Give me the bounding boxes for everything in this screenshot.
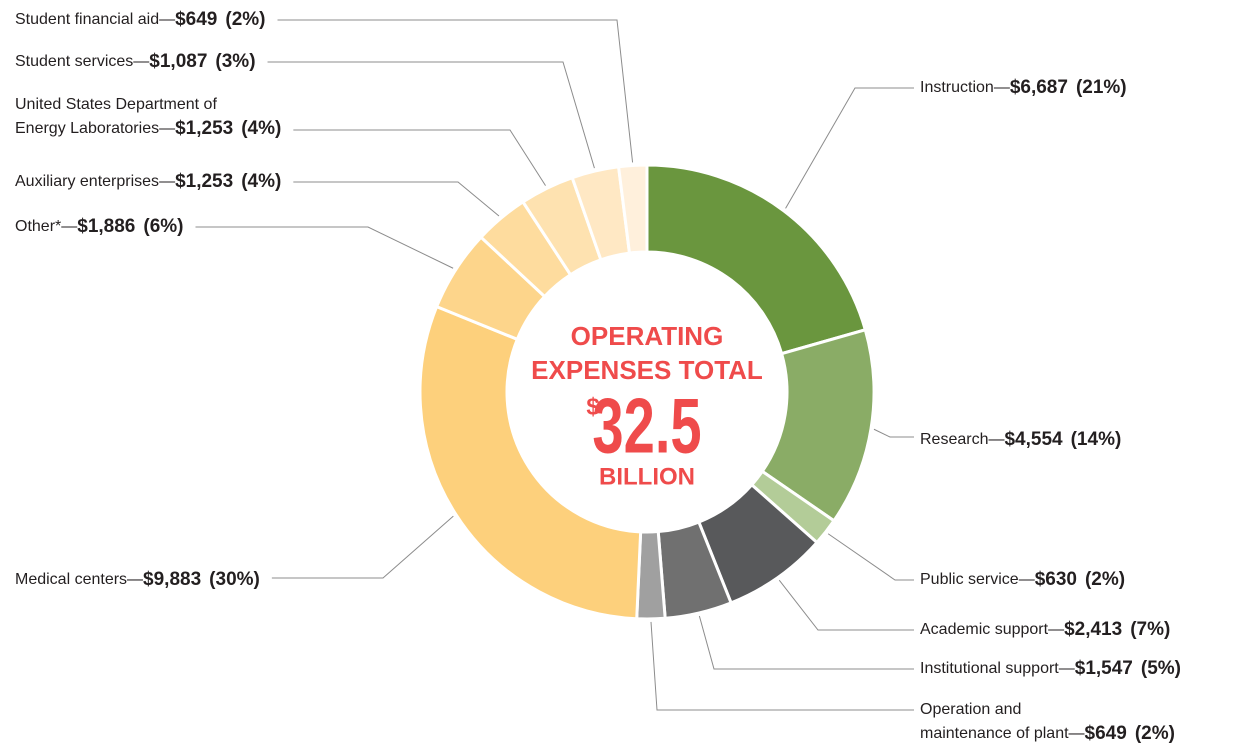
category-name: Other* xyxy=(15,218,61,235)
leader-line xyxy=(785,87,914,209)
percent-label: (2%) xyxy=(225,9,265,30)
donut-segment xyxy=(418,304,643,621)
separator: — xyxy=(1048,621,1064,638)
category-name: Instruction xyxy=(920,79,994,96)
separator: — xyxy=(988,431,1004,448)
category-name: United States Department of Energy Labor… xyxy=(15,96,221,137)
leader-line xyxy=(293,129,546,186)
category-name: Operation and maintenance of plant xyxy=(920,701,1069,742)
segment-label: Student financial aid—$649 (2%) xyxy=(15,9,266,30)
leader-line xyxy=(277,19,634,163)
separator: — xyxy=(61,218,77,235)
separator: — xyxy=(1069,725,1085,742)
donut-segment xyxy=(645,163,868,356)
leader-line xyxy=(827,533,914,581)
center-unit: BILLION xyxy=(599,463,695,490)
leader-line xyxy=(650,621,914,711)
percent-label: (4%) xyxy=(241,171,281,192)
separator: — xyxy=(159,120,175,137)
percent-label: (21%) xyxy=(1076,77,1127,98)
percent-label: (3%) xyxy=(215,51,255,72)
percent-label: (14%) xyxy=(1071,429,1122,450)
separator: — xyxy=(994,79,1010,96)
center-title-line: OPERATING xyxy=(571,321,724,351)
category-name: Institutional support xyxy=(920,660,1059,677)
value-label: $4,554 xyxy=(1004,429,1063,450)
value-label: $1,087 xyxy=(149,51,207,72)
segment-label: United States Department of Energy Labor… xyxy=(15,96,281,139)
percent-label: (4%) xyxy=(241,118,281,139)
center-title-line: EXPENSES TOTAL xyxy=(531,355,763,385)
labels: Instruction—$6,687 (21%)Research—$4,554 (1… xyxy=(15,9,1181,744)
separator: — xyxy=(159,173,175,190)
value-label: $6,687 xyxy=(1010,77,1068,98)
segment-label: Academic support—$2,413 (7%) xyxy=(920,619,1170,640)
segment-label: Research—$4,554 (14%) xyxy=(920,429,1121,450)
leader-line xyxy=(778,579,914,631)
value-label: $1,253 xyxy=(175,171,233,192)
value-label: $1,547 xyxy=(1075,658,1133,679)
leader-line xyxy=(195,226,454,269)
segment-label: Institutional support—$1,547 (5%) xyxy=(920,658,1181,679)
segment-label: Instruction—$6,687 (21%) xyxy=(920,77,1127,98)
segment-label: Operation and maintenance of plant—$649 (… xyxy=(920,701,1175,744)
leader-line xyxy=(293,181,500,217)
separator: — xyxy=(1019,571,1035,588)
leader-line xyxy=(873,428,914,438)
value-label: $9,883 xyxy=(143,569,201,590)
value-label: $630 xyxy=(1035,569,1077,590)
donut xyxy=(418,163,876,621)
category-name: Student services xyxy=(15,53,133,70)
category-name: Research xyxy=(920,431,988,448)
category-name: Public service xyxy=(920,571,1019,588)
segment-label: Medical centers—$9,883 (30%) xyxy=(15,569,260,590)
leader-line xyxy=(267,61,595,169)
value-label: $649 xyxy=(175,9,217,30)
percent-label: (7%) xyxy=(1130,619,1170,640)
segment-label: Student services—$1,087 (3%) xyxy=(15,51,256,72)
category-name: Academic support xyxy=(920,621,1049,638)
percent-label: (6%) xyxy=(143,216,183,237)
percent-label: (30%) xyxy=(209,569,260,590)
separator: — xyxy=(133,53,149,70)
separator: — xyxy=(159,11,175,28)
segment-label: Other*—$1,886 (6%) xyxy=(15,216,184,237)
category-name: Auxiliary enterprises xyxy=(15,173,159,190)
value-label: $1,886 xyxy=(77,216,135,237)
percent-label: (5%) xyxy=(1141,658,1181,679)
segment-label: Public service—$630 (2%) xyxy=(920,569,1125,590)
value-label: $2,413 xyxy=(1064,619,1122,640)
leader-line xyxy=(698,615,914,670)
center-amount: 32.5 xyxy=(592,383,701,470)
value-label: $1,253 xyxy=(175,118,233,139)
category-name: Student financial aid xyxy=(15,11,159,28)
separator: — xyxy=(127,571,143,588)
center-currency: $ xyxy=(586,393,600,420)
value-label: $649 xyxy=(1085,723,1127,744)
separator: — xyxy=(1059,660,1075,677)
leader-line xyxy=(271,515,454,579)
percent-label: (2%) xyxy=(1085,569,1125,590)
category-name: Medical centers xyxy=(15,571,127,588)
donut-segment xyxy=(616,163,649,255)
percent-label: (2%) xyxy=(1135,723,1175,744)
segment-label: Auxiliary enterprises—$1,253 (4%) xyxy=(15,171,281,192)
